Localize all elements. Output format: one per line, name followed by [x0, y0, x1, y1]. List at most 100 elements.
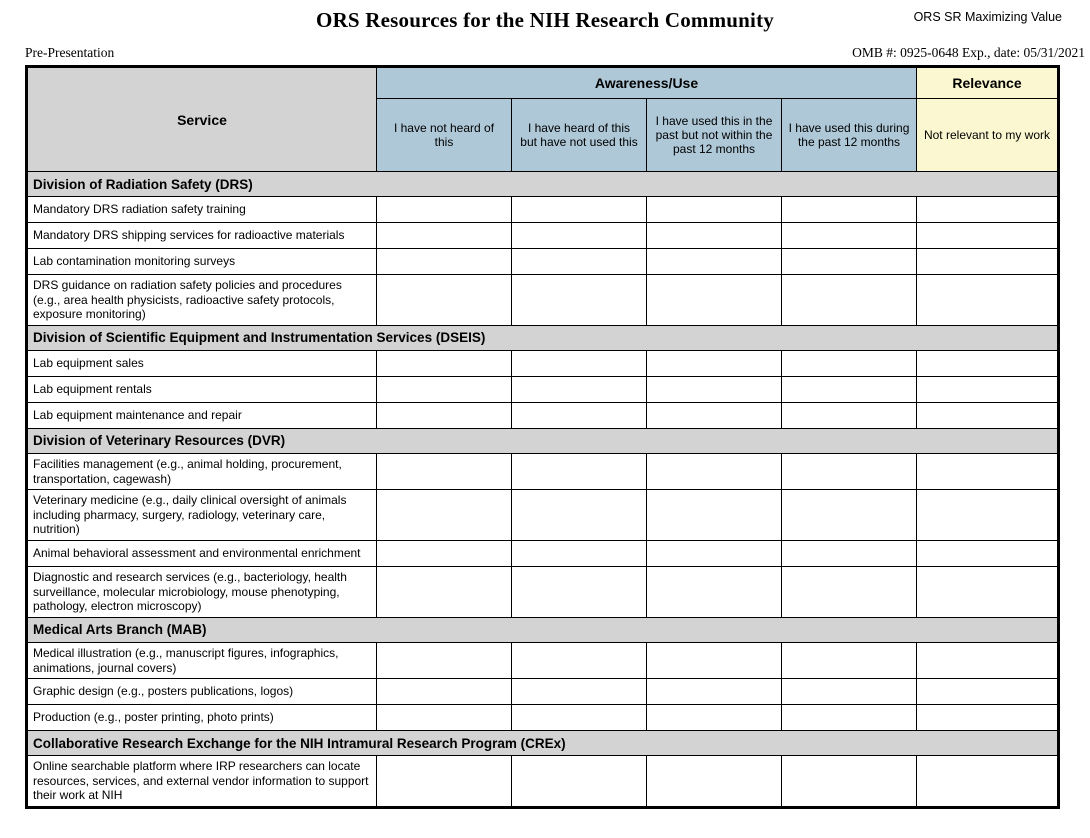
- answer-cell-0[interactable]: [376, 641, 512, 680]
- answer-cell-0[interactable]: [376, 248, 512, 275]
- answer-cell-3[interactable]: [781, 566, 917, 618]
- answer-cell-0[interactable]: [376, 678, 512, 706]
- answer-cell-1[interactable]: [511, 489, 647, 541]
- answer-cell-2[interactable]: [646, 196, 782, 223]
- answer-cell-2[interactable]: [646, 678, 782, 706]
- section-header-row: Collaborative Research Exchange for the …: [26, 730, 1059, 757]
- section-header: Medical Arts Branch (MAB): [26, 616, 1059, 643]
- answer-cell-2[interactable]: [646, 401, 782, 429]
- answer-cell-3[interactable]: [781, 452, 917, 491]
- answer-cell-2[interactable]: [646, 222, 782, 249]
- answer-cell-1[interactable]: [511, 452, 647, 491]
- service-label: Lab equipment maintenance and repair: [26, 401, 377, 429]
- answer-cell-4[interactable]: [916, 248, 1059, 275]
- answer-cell-4[interactable]: [916, 566, 1059, 618]
- service-label: Production (e.g., poster printing, photo…: [26, 704, 377, 732]
- answer-cell-4[interactable]: [916, 196, 1059, 223]
- answer-cell-1[interactable]: [511, 274, 647, 326]
- answer-cell-4[interactable]: [916, 401, 1059, 429]
- awareness-use-group-header: Awareness/Use: [376, 66, 917, 99]
- answer-cell-2[interactable]: [646, 452, 782, 491]
- section-header-row: Division of Veterinary Resources (DVR): [26, 427, 1059, 454]
- answer-cell-1[interactable]: [511, 566, 647, 618]
- service-row: Graphic design (e.g., posters publicatio…: [26, 678, 1059, 706]
- service-label: Medical illustration (e.g., manuscript f…: [26, 641, 377, 680]
- answer-cell-1[interactable]: [511, 375, 647, 403]
- column-header-heard-not-used: I have heard of this but have not used t…: [511, 98, 647, 172]
- answer-cell-0[interactable]: [376, 349, 512, 377]
- answer-cell-4[interactable]: [916, 489, 1059, 541]
- answer-cell-1[interactable]: [511, 755, 647, 808]
- answer-cell-3[interactable]: [781, 678, 917, 706]
- answer-cell-0[interactable]: [376, 452, 512, 491]
- answer-cell-0[interactable]: [376, 540, 512, 567]
- service-row: DRS guidance on radiation safety policie…: [26, 274, 1059, 326]
- service-row: Medical illustration (e.g., manuscript f…: [26, 641, 1059, 680]
- answer-cell-2[interactable]: [646, 641, 782, 680]
- answer-cell-3[interactable]: [781, 248, 917, 275]
- answer-cell-3[interactable]: [781, 540, 917, 567]
- answer-cell-1[interactable]: [511, 704, 647, 732]
- answer-cell-2[interactable]: [646, 755, 782, 808]
- answer-cell-1[interactable]: [511, 248, 647, 275]
- answer-cell-4[interactable]: [916, 755, 1059, 808]
- answer-cell-0[interactable]: [376, 755, 512, 808]
- answer-cell-0[interactable]: [376, 222, 512, 249]
- section-header: Collaborative Research Exchange for the …: [26, 730, 1059, 757]
- answer-cell-1[interactable]: [511, 222, 647, 249]
- answer-cell-4[interactable]: [916, 540, 1059, 567]
- answer-cell-4[interactable]: [916, 452, 1059, 491]
- answer-cell-0[interactable]: [376, 704, 512, 732]
- answer-cell-3[interactable]: [781, 755, 917, 808]
- answer-cell-1[interactable]: [511, 641, 647, 680]
- answer-cell-2[interactable]: [646, 274, 782, 326]
- answer-cell-3[interactable]: [781, 274, 917, 326]
- answer-cell-0[interactable]: [376, 196, 512, 223]
- answer-cell-2[interactable]: [646, 349, 782, 377]
- answer-cell-0[interactable]: [376, 375, 512, 403]
- answer-cell-0[interactable]: [376, 566, 512, 618]
- answer-cell-0[interactable]: [376, 401, 512, 429]
- answer-cell-3[interactable]: [781, 704, 917, 732]
- answer-cell-2[interactable]: [646, 540, 782, 567]
- answer-cell-3[interactable]: [781, 641, 917, 680]
- answer-cell-2[interactable]: [646, 489, 782, 541]
- service-row: Online searchable platform where IRP res…: [26, 755, 1059, 808]
- service-label: Mandatory DRS radiation safety training: [26, 196, 377, 223]
- answer-cell-4[interactable]: [916, 678, 1059, 706]
- answer-cell-1[interactable]: [511, 401, 647, 429]
- answer-cell-2[interactable]: [646, 375, 782, 403]
- answer-cell-3[interactable]: [781, 222, 917, 249]
- answer-cell-3[interactable]: [781, 401, 917, 429]
- answer-cell-4[interactable]: [916, 641, 1059, 680]
- answer-cell-1[interactable]: [511, 196, 647, 223]
- service-label: Lab contamination monitoring surveys: [26, 248, 377, 275]
- service-row: Production (e.g., poster printing, photo…: [26, 704, 1059, 732]
- section-header: Division of Veterinary Resources (DVR): [26, 427, 1059, 454]
- answer-cell-4[interactable]: [916, 704, 1059, 732]
- answer-cell-3[interactable]: [781, 375, 917, 403]
- answer-cell-4[interactable]: [916, 349, 1059, 377]
- column-header-not-relevant: Not relevant to my work: [916, 98, 1059, 172]
- service-row: Lab equipment sales: [26, 349, 1059, 377]
- answer-cell-1[interactable]: [511, 678, 647, 706]
- answer-cell-3[interactable]: [781, 489, 917, 541]
- answer-cell-0[interactable]: [376, 489, 512, 541]
- service-row: Mandatory DRS shipping services for radi…: [26, 222, 1059, 249]
- column-header-row: I have not heard of this I have heard of…: [27, 98, 1059, 172]
- answer-cell-4[interactable]: [916, 274, 1059, 326]
- answer-cell-1[interactable]: [511, 349, 647, 377]
- answer-cell-2[interactable]: [646, 248, 782, 275]
- answer-cell-4[interactable]: [916, 375, 1059, 403]
- answer-cell-3[interactable]: [781, 349, 917, 377]
- section-header: Division of Radiation Safety (DRS): [26, 171, 1059, 197]
- table-body: Division of Radiation Safety (DRS) Mandat…: [26, 171, 1059, 808]
- answer-cell-2[interactable]: [646, 566, 782, 618]
- answer-cell-0[interactable]: [376, 274, 512, 326]
- answer-cell-4[interactable]: [916, 222, 1059, 249]
- service-label: Graphic design (e.g., posters publicatio…: [26, 678, 377, 706]
- answer-cell-1[interactable]: [511, 540, 647, 567]
- answer-cell-3[interactable]: [781, 196, 917, 223]
- answer-cell-2[interactable]: [646, 704, 782, 732]
